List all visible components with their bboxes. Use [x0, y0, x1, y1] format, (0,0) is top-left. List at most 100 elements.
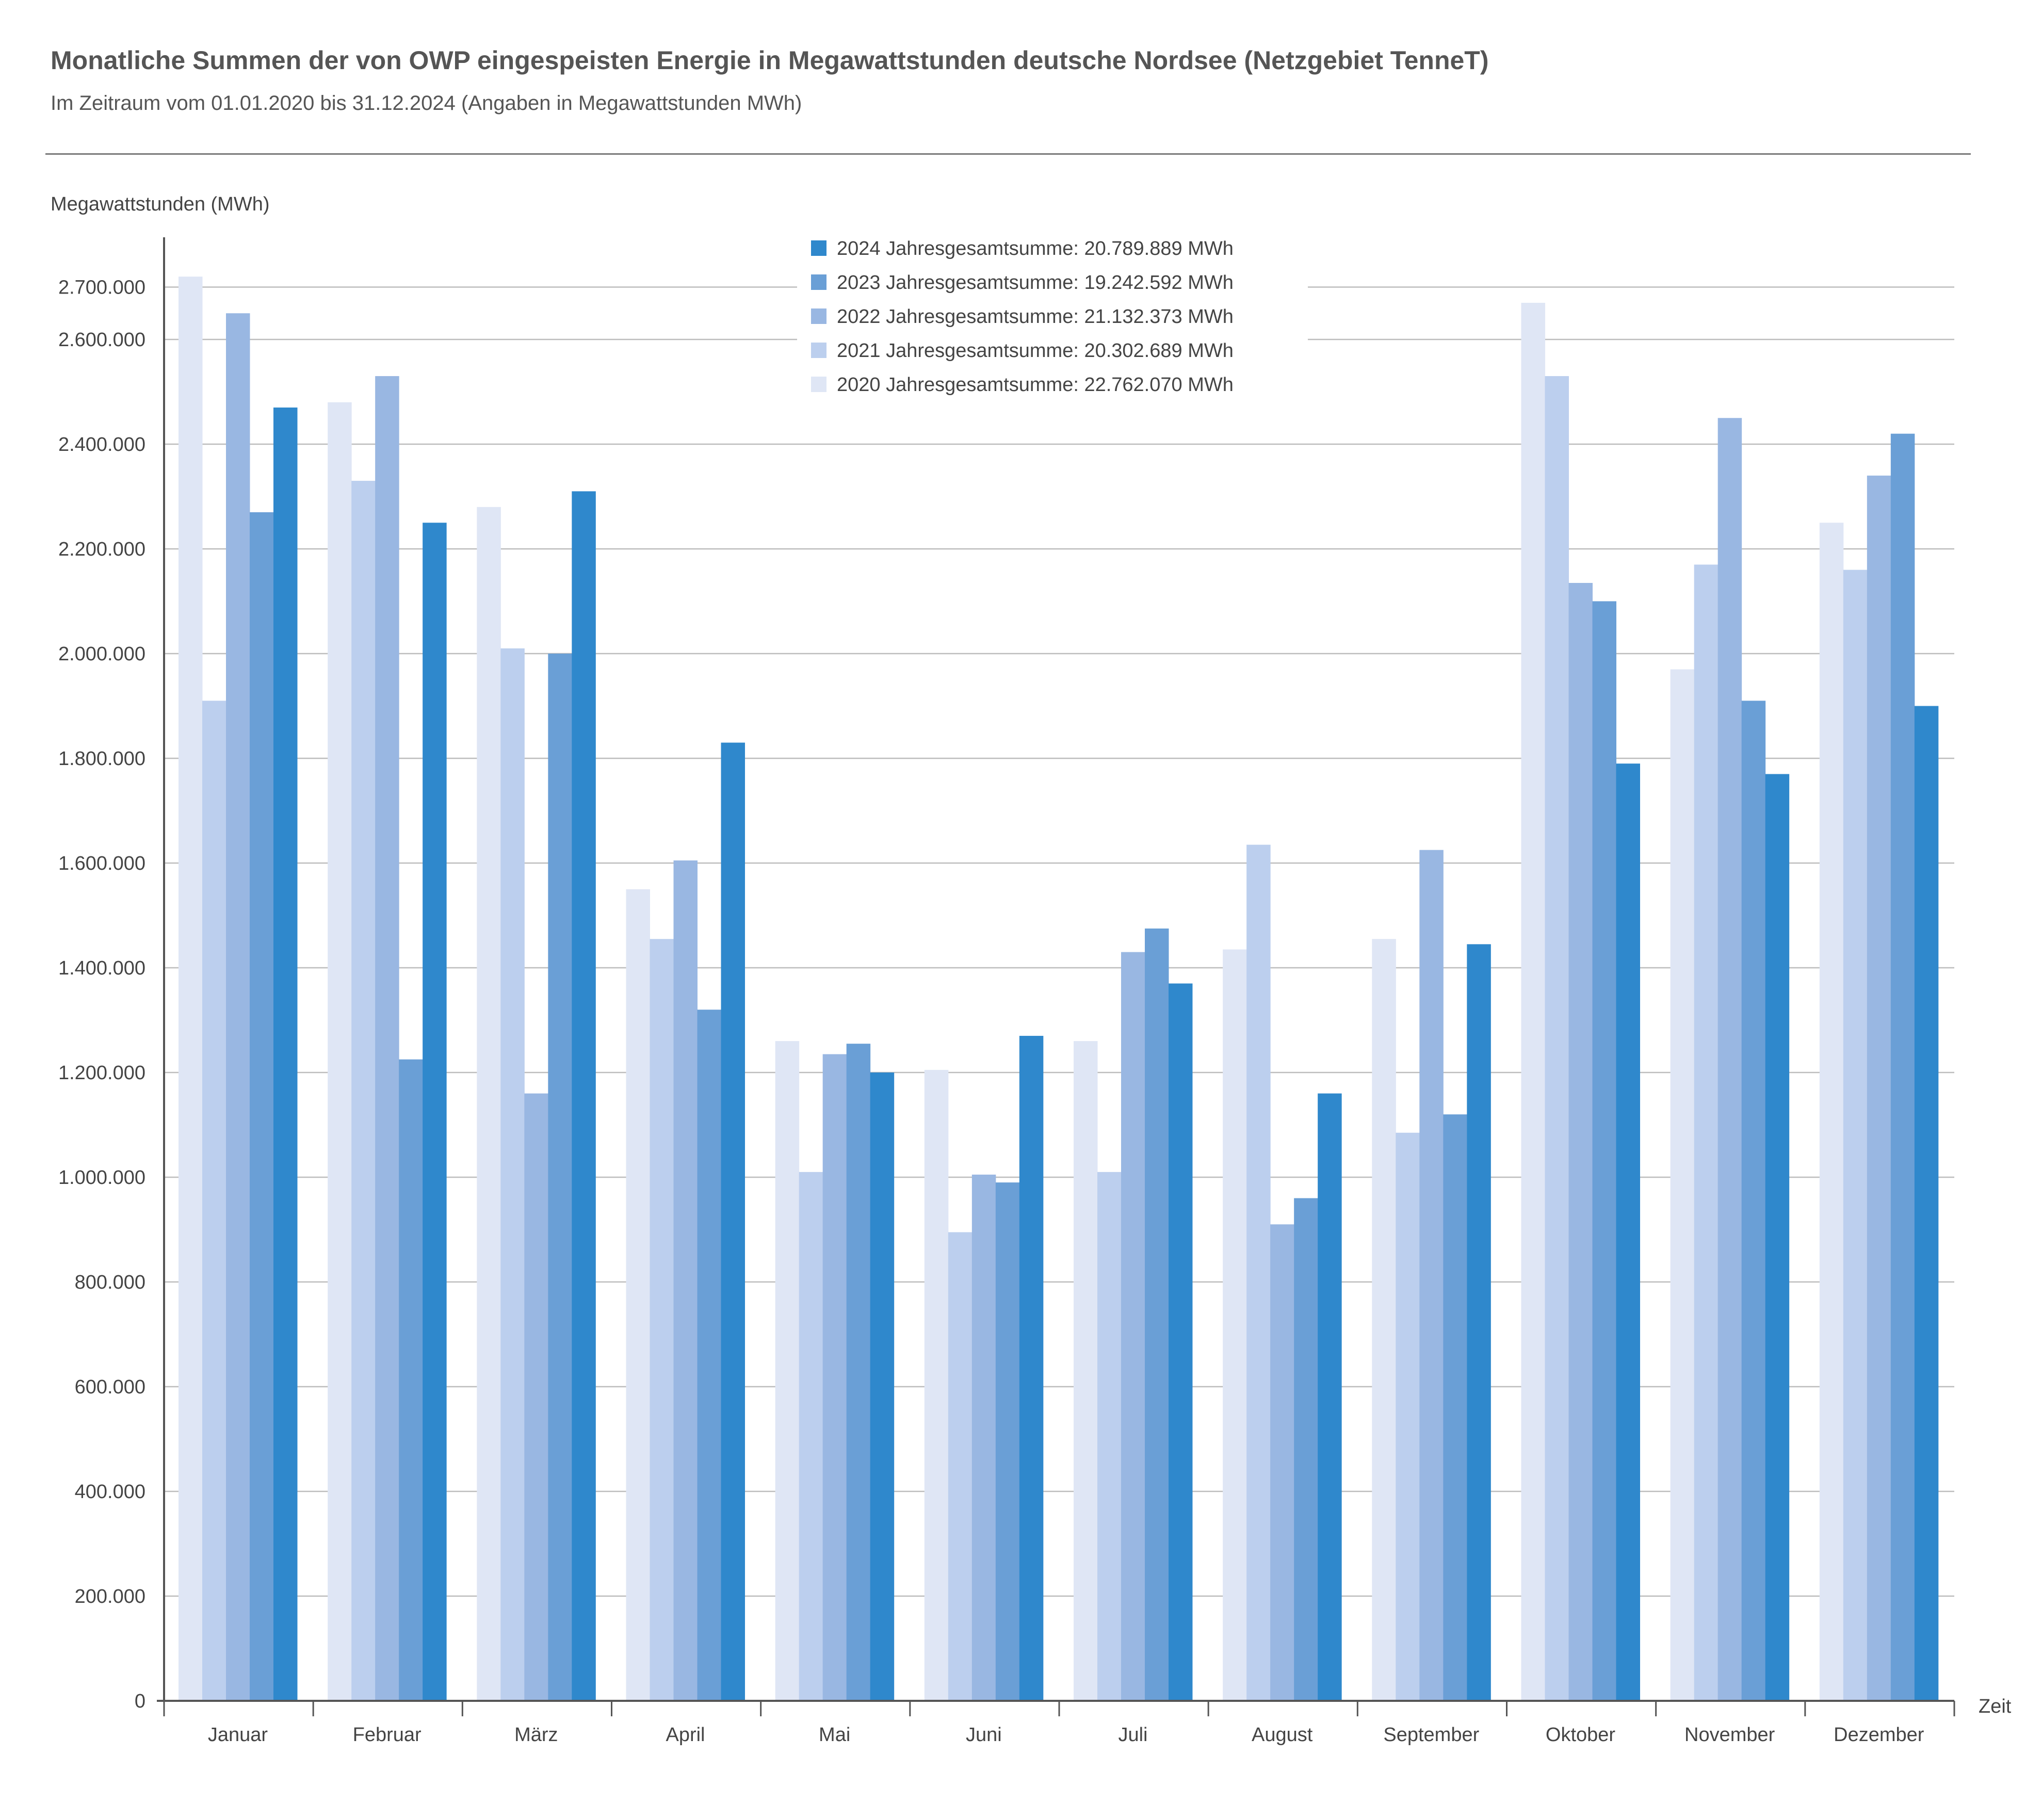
- bars: [179, 277, 1939, 1701]
- x-tick-label: März: [514, 1724, 558, 1746]
- y-tick-label: 2.600.000: [58, 329, 145, 351]
- y-tick-label: 2.200.000: [58, 539, 145, 560]
- legend-label-2024: 2024 Jahresgesamtsumme: 20.789.889 MWh: [837, 238, 1234, 259]
- bar-2023-august: [1294, 1198, 1318, 1701]
- y-tick-label: 400.000: [75, 1481, 145, 1503]
- grid-lines: [164, 286, 1954, 1597]
- axes: [157, 237, 1955, 1716]
- bar-2024-november: [1765, 774, 1790, 1701]
- bar-2022-februar: [375, 376, 399, 1701]
- bar-2024-märz: [572, 491, 596, 1701]
- bar-2022-januar: [226, 313, 250, 1701]
- y-tick-label: 1.000.000: [58, 1167, 145, 1189]
- bar-2020-juli: [1074, 1041, 1098, 1701]
- y-tick-label: 0: [135, 1691, 145, 1712]
- bar-2022-august: [1270, 1224, 1294, 1701]
- bar-2024-juli: [1169, 983, 1193, 1701]
- y-tick-label: 800.000: [75, 1272, 145, 1293]
- bar-2022-oktober: [1568, 582, 1593, 1701]
- x-tick-label: September: [1383, 1724, 1479, 1746]
- bar-2021-juni: [948, 1232, 973, 1701]
- bar-2022-november: [1717, 418, 1742, 1701]
- y-tick-labels: 0 200.000 400.000 600.000 800.000 1.000.000 1.…: [58, 277, 145, 1713]
- bar-2023-mai: [846, 1044, 871, 1701]
- bar-2020-november: [1670, 669, 1695, 1701]
- y-tick-label: 1.800.000: [58, 748, 145, 770]
- x-tick-label: Mai: [819, 1724, 850, 1746]
- legend-label-2023: 2023 Jahresgesamtsumme: 19.242.592 MWh: [837, 272, 1234, 294]
- bar-2021-april: [650, 939, 674, 1701]
- chart-subtitle: Im Zeitraum vom 01.01.2020 bis 31.12.202…: [51, 92, 802, 115]
- bar-2021-januar: [202, 701, 226, 1701]
- legend-background: [797, 227, 1308, 402]
- y-tick-label: 1.200.000: [58, 1062, 145, 1084]
- bar-2020-oktober: [1521, 302, 1545, 1701]
- x-tick-label: Oktober: [1546, 1724, 1616, 1746]
- bar-2020-dezember: [1819, 523, 1844, 1701]
- bar-2024-januar: [273, 407, 298, 1701]
- bar-2024-mai: [870, 1072, 895, 1701]
- bar-2020-januar: [179, 277, 203, 1701]
- bar-2024-august: [1318, 1093, 1342, 1701]
- y-tick-label: 200.000: [75, 1586, 145, 1607]
- y-tick-label: 2.000.000: [58, 643, 145, 665]
- bar-2023-märz: [548, 654, 572, 1701]
- bar-2022-april: [673, 860, 698, 1701]
- bar-2021-märz: [500, 648, 525, 1701]
- legend-swatch-2024: [811, 240, 826, 256]
- y-tick-label: 2.700.000: [58, 277, 145, 299]
- x-tick-label: Januar: [208, 1724, 268, 1746]
- bar-2024-dezember: [1914, 706, 1939, 1701]
- x-tick-label: Juli: [1118, 1724, 1147, 1746]
- legend-swatch-2023: [811, 274, 826, 290]
- bar-2020-september: [1372, 939, 1396, 1701]
- bar-2021-mai: [799, 1172, 823, 1701]
- y-tick-label: 2.400.000: [58, 434, 145, 456]
- legend-label-2021: 2021 Jahresgesamtsumme: 20.302.689 MWh: [837, 340, 1234, 362]
- bar-2020-juni: [924, 1069, 949, 1701]
- y-tick-label: 1.600.000: [58, 853, 145, 874]
- chart-title: Monatliche Summen der von OWP eingespeis…: [51, 46, 1489, 75]
- bar-2022-juni: [971, 1174, 996, 1701]
- bar-2020-februar: [328, 402, 352, 1701]
- x-tick-label: November: [1684, 1724, 1775, 1746]
- bar-2022-märz: [524, 1093, 548, 1701]
- bar-2021-november: [1694, 564, 1719, 1701]
- x-tick-label: April: [666, 1724, 705, 1746]
- legend-label-2020: 2020 Jahresgesamtsumme: 22.762.070 MWh: [837, 374, 1234, 396]
- bar-2023-juni: [995, 1182, 1020, 1701]
- bar-2023-oktober: [1592, 601, 1616, 1701]
- bar-2023-november: [1741, 701, 1766, 1701]
- legend-label-2022: 2022 Jahresgesamtsumme: 21.132.373 MWh: [837, 306, 1234, 328]
- y-tick-label: 1.400.000: [58, 957, 145, 979]
- x-axis-label: Zeit: [1979, 1696, 2012, 1717]
- bar-2022-dezember: [1867, 475, 1891, 1701]
- bar-2023-januar: [250, 512, 274, 1701]
- bar-2023-september: [1443, 1114, 1467, 1701]
- legend: 2024 Jahresgesamtsumme: 20.789.889 MWh 20…: [797, 227, 1308, 402]
- bar-2023-juli: [1145, 928, 1169, 1701]
- legend-swatch-2021: [811, 343, 826, 358]
- x-tick-label: Februar: [353, 1724, 422, 1746]
- bar-2021-juli: [1097, 1172, 1122, 1701]
- bar-2021-august: [1246, 844, 1271, 1701]
- x-tick-labels: Januar Februar März April Mai Juni Juli August S…: [208, 1724, 1924, 1746]
- y-axis-label: Megawattstunden (MWh): [51, 193, 270, 215]
- bar-2020-april: [626, 889, 650, 1701]
- bar-2020-märz: [477, 507, 501, 1701]
- bar-2022-mai: [822, 1054, 847, 1701]
- bar-2022-juli: [1121, 952, 1145, 1701]
- bar-2021-februar: [351, 481, 376, 1701]
- title-divider: [45, 153, 1971, 155]
- x-tick-label: August: [1252, 1724, 1313, 1746]
- bar-2024-juni: [1019, 1035, 1044, 1701]
- bar-2022-september: [1419, 850, 1444, 1701]
- bar-2023-dezember: [1890, 433, 1915, 1701]
- x-tick-label: Dezember: [1834, 1724, 1924, 1746]
- y-tick-label: 600.000: [75, 1376, 145, 1398]
- bar-2021-oktober: [1545, 376, 1569, 1701]
- bar-2020-august: [1223, 949, 1247, 1701]
- bar-2021-september: [1396, 1132, 1420, 1701]
- legend-swatch-2022: [811, 308, 826, 324]
